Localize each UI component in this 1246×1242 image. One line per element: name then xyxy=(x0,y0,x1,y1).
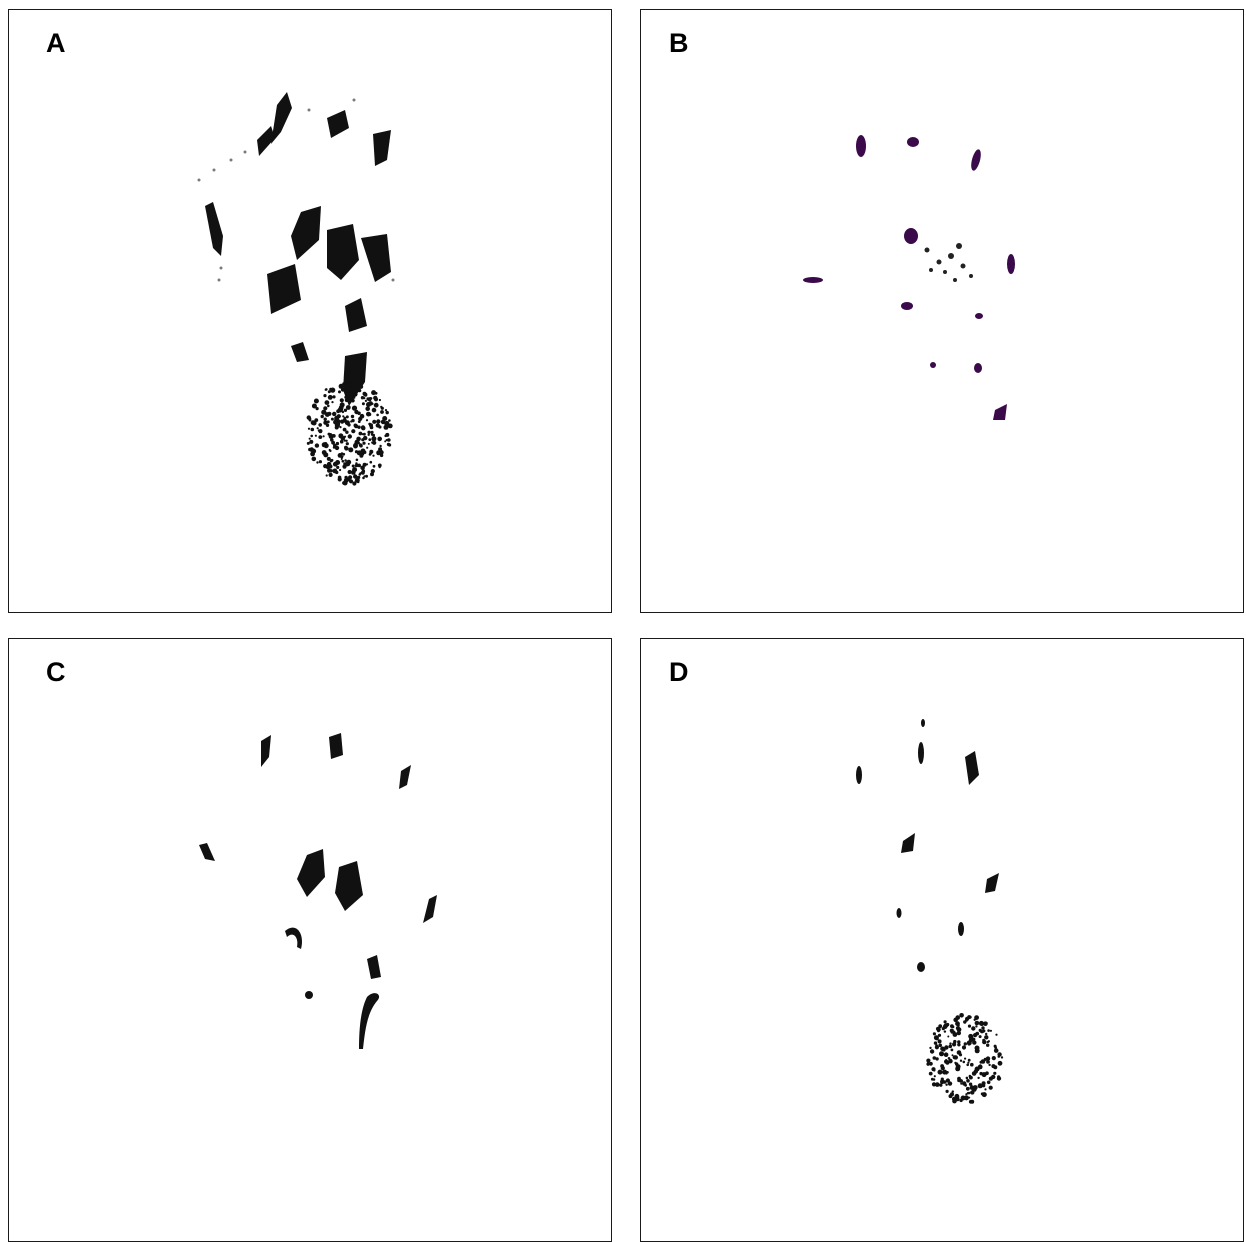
footprint-image-d xyxy=(856,719,1004,1104)
panel-label-b: B xyxy=(669,28,689,58)
panel-label-a: A xyxy=(46,28,66,58)
footprint-image-b xyxy=(803,135,1015,420)
panel-a: A xyxy=(8,9,612,613)
footprint-image-a xyxy=(197,92,395,486)
panel-d: D xyxy=(640,638,1244,1242)
panel-b: B xyxy=(640,9,1244,613)
panel-c: C xyxy=(8,638,612,1242)
footprint-image-c xyxy=(199,733,437,1049)
panel-label-c: C xyxy=(46,657,66,687)
panel-label-d: D xyxy=(669,657,689,687)
